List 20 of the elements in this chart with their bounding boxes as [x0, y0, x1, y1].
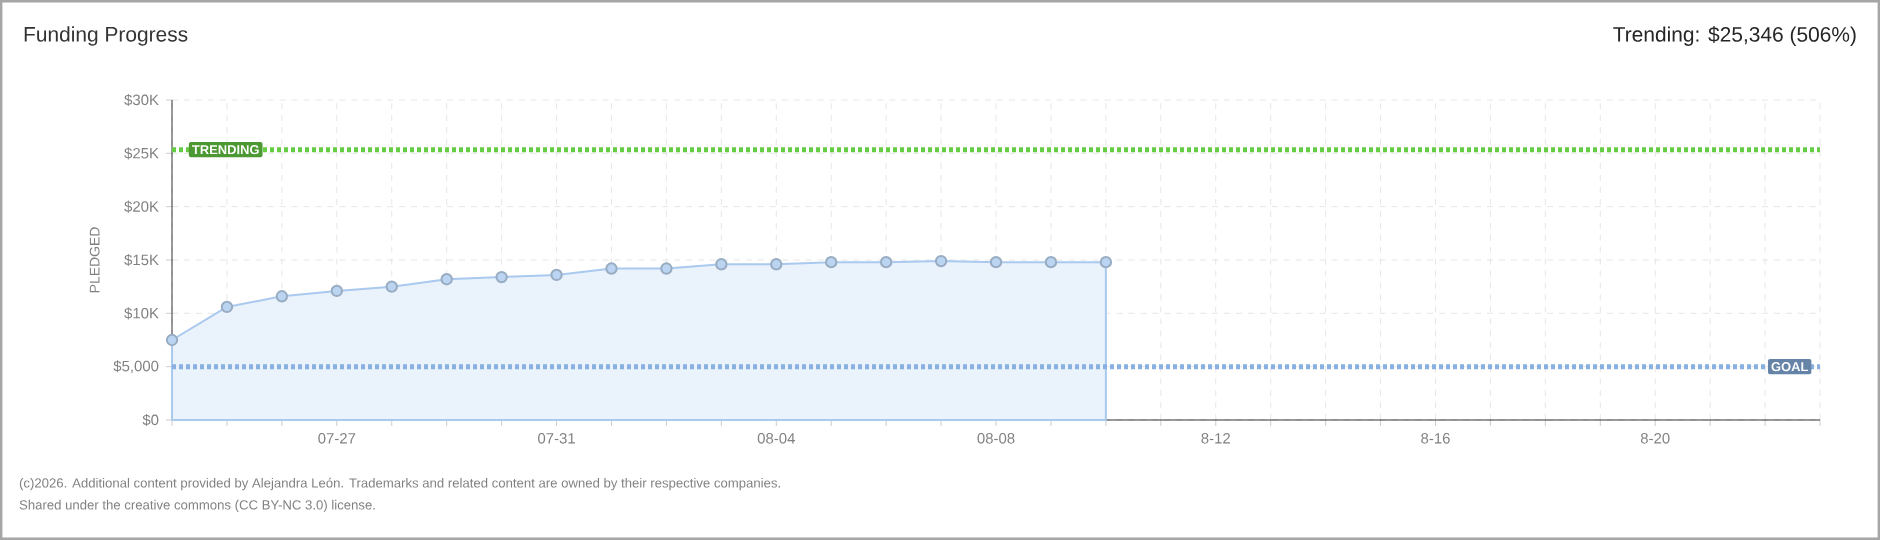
point	[825, 255, 838, 269]
point	[550, 268, 563, 282]
point	[330, 284, 343, 298]
chart-subtitle: Trending: $25,346 (506%)	[1613, 26, 1856, 46]
point	[440, 273, 453, 286]
point	[385, 280, 398, 293]
point	[605, 262, 618, 275]
point	[879, 255, 893, 269]
point	[989, 255, 1003, 269]
point	[165, 333, 179, 347]
chart-title: Funding Progress	[24, 26, 188, 46]
point	[934, 254, 948, 268]
point	[660, 262, 673, 275]
point	[495, 270, 508, 284]
point	[275, 290, 289, 303]
point	[770, 258, 783, 271]
point	[220, 300, 234, 314]
point	[1099, 255, 1113, 269]
point	[1044, 255, 1058, 269]
point	[715, 258, 728, 271]
